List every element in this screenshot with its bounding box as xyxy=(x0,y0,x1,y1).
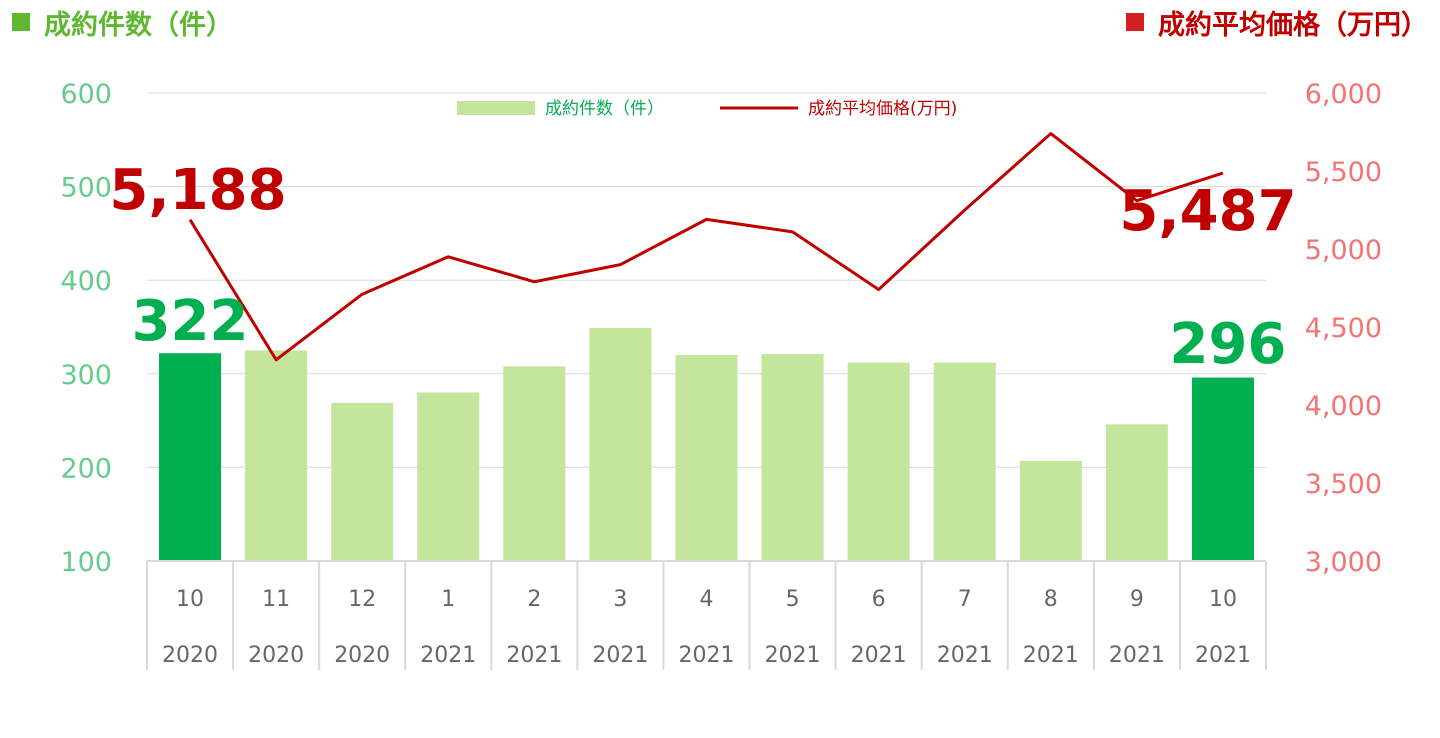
bar xyxy=(1019,460,1082,561)
x-tick-month: 8 xyxy=(1044,587,1058,612)
x-tick-year: 2020 xyxy=(162,643,218,668)
legend-bar-label: 成約件数（件） xyxy=(545,99,664,119)
x-tick-month: 12 xyxy=(348,587,376,612)
data-label: 322 xyxy=(132,289,249,354)
x-tick-year: 2021 xyxy=(1195,643,1251,668)
x-tick-month: 10 xyxy=(176,587,204,612)
x-tick-year: 2020 xyxy=(334,643,390,668)
bar xyxy=(589,327,652,561)
x-tick-month: 7 xyxy=(958,587,972,612)
x-tick-month: 1 xyxy=(441,587,455,612)
left-axis-title-text: 成約件数（件） xyxy=(44,9,233,41)
data-labels: 322 296 5,188 5,487 xyxy=(109,158,1296,377)
x-tick-month: 5 xyxy=(786,587,800,612)
x-tick-year: 2021 xyxy=(851,643,907,668)
x-tick-month: 11 xyxy=(262,587,290,612)
x-tick-month: 4 xyxy=(700,587,714,612)
bar xyxy=(1191,377,1254,561)
right-tick-label: 4,000 xyxy=(1305,391,1382,422)
right-tick-label: 5,500 xyxy=(1305,157,1382,188)
x-tick-month: 10 xyxy=(1209,587,1237,612)
x-tick-year: 2021 xyxy=(420,643,476,668)
x-tick-month: 9 xyxy=(1130,587,1144,612)
line-series xyxy=(188,132,1224,362)
x-axis: 10 2020 11 2020 12 2020 1 2021 2 2021 3 2021 4 2021 5 2… xyxy=(146,560,1267,670)
bar-series xyxy=(159,327,1254,561)
x-tick-month: 3 xyxy=(613,587,627,612)
right-tick-label: 5,000 xyxy=(1305,235,1382,266)
left-tick-label: 300 xyxy=(60,360,112,391)
legend: 成約件数（件） 成約平均価格(万円) xyxy=(457,99,957,119)
right-tick-label: 4,500 xyxy=(1305,313,1382,344)
x-tick-year: 2021 xyxy=(679,643,735,668)
bar xyxy=(331,402,394,561)
left-axis-title: 成約件数（件） xyxy=(12,2,233,42)
left-tick-label: 600 xyxy=(60,79,112,110)
bar xyxy=(675,355,738,561)
right-tick-label: 3,500 xyxy=(1305,469,1382,500)
x-tick-month: 2 xyxy=(527,587,541,612)
x-tick-year: 2021 xyxy=(592,643,648,668)
left-tick-label: 100 xyxy=(60,547,112,578)
bar xyxy=(159,353,222,561)
bar xyxy=(761,354,824,561)
red-square-icon xyxy=(1126,13,1144,31)
x-tick-year: 2021 xyxy=(506,643,562,668)
x-tick-year: 2021 xyxy=(1023,643,1079,668)
legend-bar-swatch xyxy=(457,101,535,115)
bar xyxy=(503,366,566,561)
right-tick-label: 6,000 xyxy=(1305,79,1382,110)
left-y-axis: 600 500 400 300 200 100 xyxy=(60,79,112,578)
left-tick-label: 200 xyxy=(60,453,112,484)
left-tick-label: 500 xyxy=(60,173,112,204)
bar xyxy=(1105,424,1168,561)
right-axis-title-text: 成約平均価格（万円） xyxy=(1158,9,1428,41)
bar xyxy=(417,392,480,561)
right-tick-label: 3,000 xyxy=(1305,547,1382,578)
right-axis-title: 成約平均価格（万円） xyxy=(1126,2,1428,42)
data-label: 5,188 xyxy=(109,158,286,223)
x-tick-year: 2021 xyxy=(1109,643,1165,668)
green-square-icon xyxy=(12,13,30,31)
data-label: 5,487 xyxy=(1119,179,1296,244)
price-line xyxy=(188,132,1224,362)
x-tick-month: 6 xyxy=(872,587,886,612)
x-tick-year: 2020 xyxy=(248,643,304,668)
x-tick-year: 2021 xyxy=(765,643,821,668)
x-tick-year: 2021 xyxy=(937,643,993,668)
legend-line-label: 成約平均価格(万円) xyxy=(808,99,957,119)
bar xyxy=(933,362,996,561)
bar xyxy=(847,362,910,561)
right-y-axis: 6,000 5,500 5,000 4,500 4,000 3,500 3,000 xyxy=(1305,79,1382,578)
bar xyxy=(245,350,308,561)
data-label: 296 xyxy=(1170,312,1287,377)
left-tick-label: 400 xyxy=(60,266,112,297)
